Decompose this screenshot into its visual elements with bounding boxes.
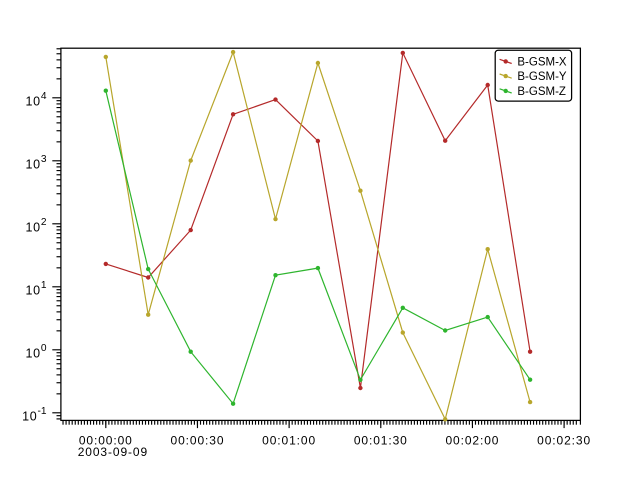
svg-text:B-GSM-Z: B-GSM-Z	[517, 86, 566, 98]
svg-text:10-1: 10-1	[22, 406, 47, 423]
svg-text:00:02:30: 00:02:30	[537, 433, 591, 447]
svg-text:100: 100	[26, 343, 47, 360]
svg-text:00:01:30: 00:01:30	[354, 433, 408, 447]
svg-text:102: 102	[26, 217, 47, 234]
svg-text:B-GSM-X: B-GSM-X	[517, 56, 567, 68]
svg-text:101: 101	[26, 280, 47, 297]
svg-text:00:01:00: 00:01:00	[262, 433, 316, 447]
svg-text:B-GSM-Y: B-GSM-Y	[517, 71, 567, 83]
svg-text:00:00:30: 00:00:30	[171, 433, 225, 447]
svg-text:2003-09-09: 2003-09-09	[78, 445, 148, 459]
svg-text:104: 104	[26, 91, 47, 108]
svg-text:00:02:00: 00:02:00	[445, 433, 499, 447]
svg-text:00:00:00: 00:00:00	[79, 433, 133, 447]
svg-text:103: 103	[26, 154, 47, 171]
